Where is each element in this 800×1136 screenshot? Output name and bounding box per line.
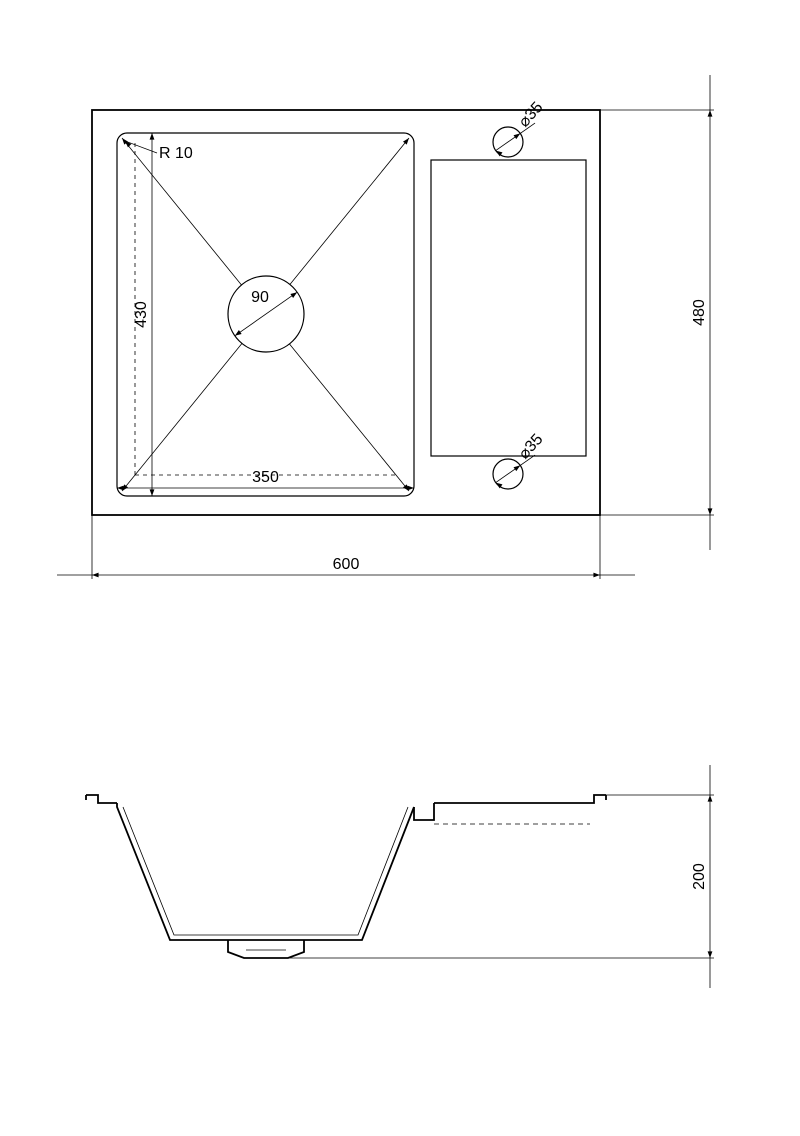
dimension-label: R 10: [159, 145, 193, 162]
diameter-label: ⌀35: [516, 431, 547, 463]
bowl-section: [117, 803, 414, 940]
diameter-label: ⌀35: [516, 99, 547, 131]
technical-drawing: 90 ⌀35 ⌀35 R 10 350 430 600 480 200: [0, 0, 800, 1131]
dimension-label: 600: [333, 556, 360, 573]
dimension-label: 90: [251, 289, 269, 306]
dimension-label: 430: [133, 301, 150, 328]
dimension-label: 350: [252, 469, 279, 486]
svg-text:⌀35: ⌀35: [516, 431, 547, 463]
drainer-panel: [431, 160, 586, 456]
svg-text:⌀35: ⌀35: [516, 99, 547, 131]
dimension-label: 480: [691, 299, 708, 326]
dimension-label: 200: [691, 863, 708, 890]
